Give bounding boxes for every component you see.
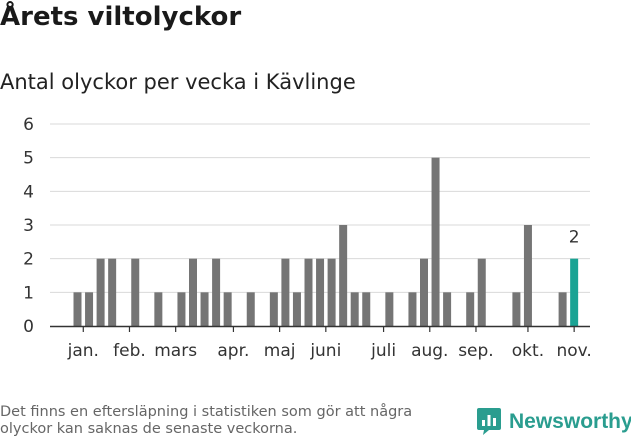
bar-highlight <box>570 258 579 326</box>
x-tick-label: nov. <box>556 341 591 361</box>
bar <box>281 258 290 326</box>
y-tick-label: 5 <box>23 149 34 169</box>
bar <box>304 258 313 326</box>
y-tick-label: 0 <box>23 317 34 337</box>
x-tick-label: jan. <box>67 341 99 361</box>
y-tick-label: 6 <box>23 115 34 135</box>
brand-name: Newsworthy <box>509 409 631 433</box>
bar <box>96 258 105 326</box>
x-tick-label: mars <box>154 341 197 361</box>
bar <box>269 292 278 326</box>
x-tick-label: sep. <box>458 341 494 361</box>
bar <box>431 157 440 326</box>
bar <box>339 225 348 326</box>
x-tick-label: maj <box>264 341 296 361</box>
highlight-value-label: 2 <box>569 228 580 248</box>
bar <box>212 258 221 326</box>
bar <box>466 292 475 326</box>
page-title: Årets viltolyckor <box>0 2 242 32</box>
bar <box>108 258 117 326</box>
x-axis: jan. feb. mars apr. maj juni juli aug. sep. okt. n… <box>50 325 592 361</box>
x-tick-label: juli <box>370 341 396 361</box>
bar <box>200 292 209 326</box>
weekly-accidents-bar-chart: 0 1 2 3 4 5 6 jan. feb. mars apr. maj juni juli aug. s… <box>23 115 592 361</box>
gridlines <box>50 123 590 293</box>
bar <box>154 292 163 326</box>
y-axis-ticks: 0 1 2 3 4 5 6 <box>23 115 34 337</box>
bar <box>512 292 521 326</box>
x-tick-label: okt. <box>512 341 544 361</box>
bar <box>362 292 371 326</box>
chart-logo-icon <box>477 408 501 435</box>
bar <box>131 258 140 326</box>
bar <box>189 258 197 326</box>
bar <box>73 292 82 326</box>
bar <box>443 292 452 326</box>
bar <box>246 292 255 326</box>
bar <box>385 292 394 326</box>
bar <box>477 258 486 326</box>
bar <box>558 292 567 326</box>
bar <box>292 292 301 326</box>
bars <box>73 157 579 326</box>
x-tick-label: juni <box>309 341 341 361</box>
y-tick-label: 3 <box>23 216 34 236</box>
newsworthy-logo: Newsworthy <box>476 407 631 436</box>
bar <box>350 292 359 326</box>
bar <box>408 292 417 326</box>
bar <box>85 292 94 326</box>
x-tick-label: apr. <box>217 341 249 361</box>
bar <box>523 225 532 326</box>
footnote: Det finns en eftersläpning i statistiken… <box>0 404 413 437</box>
bar <box>223 292 232 326</box>
bar <box>327 258 336 326</box>
data-labels: 2 <box>569 228 580 248</box>
x-tick-label: aug. <box>411 341 448 361</box>
x-tick-label: feb. <box>113 341 146 361</box>
bar <box>316 258 325 326</box>
y-tick-label: 2 <box>23 250 34 270</box>
y-tick-label: 1 <box>23 283 34 303</box>
bar <box>177 292 186 326</box>
y-tick-label: 4 <box>23 182 34 202</box>
bar <box>420 258 428 326</box>
chart-subtitle: Antal olyckor per vecka i Kävlinge <box>0 70 356 94</box>
